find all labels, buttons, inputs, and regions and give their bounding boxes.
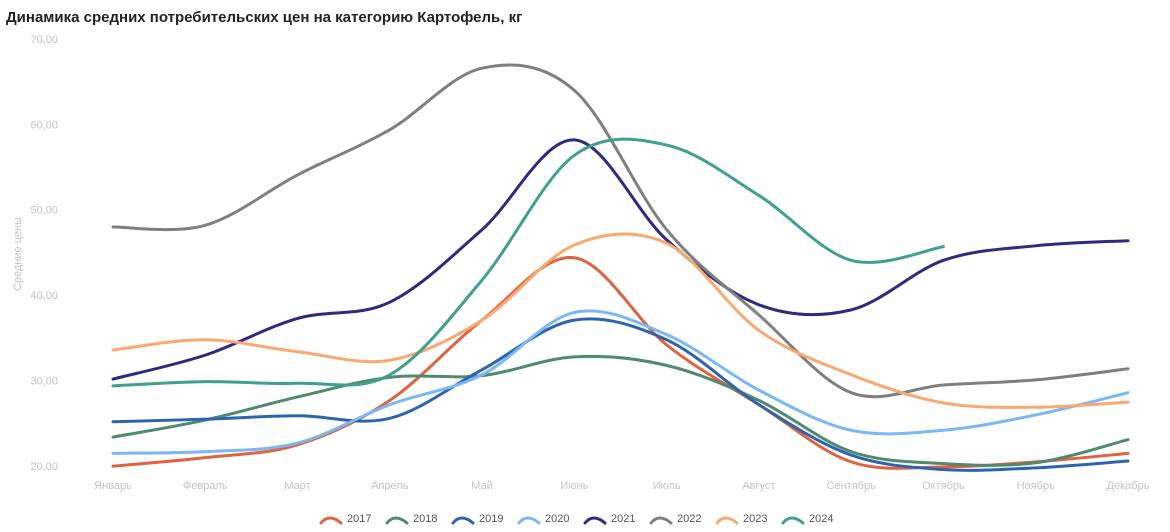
series-line — [111, 138, 1130, 381]
chart-title: Динамика средних потребительских цен на … — [6, 9, 522, 26]
legend-swatch — [517, 516, 541, 525]
legend-swatch — [319, 516, 343, 525]
y-tick-label: 50,00 — [30, 205, 58, 217]
legend-label: 2017 — [347, 513, 371, 525]
legend-label: 2024 — [809, 513, 833, 525]
x-tick-label: Июнь — [560, 480, 588, 492]
y-tick-label: 30,00 — [30, 376, 58, 388]
legend-label: 2019 — [479, 513, 503, 525]
legend-label: 2023 — [743, 513, 767, 525]
legend-label: 2018 — [413, 513, 437, 525]
legend-swatch — [583, 516, 607, 525]
legend-label: 2020 — [545, 513, 569, 525]
x-tick-label: Июль — [653, 480, 681, 492]
x-tick-label: Апрель — [371, 480, 409, 492]
x-tick-label: Март — [284, 480, 310, 492]
y-axis-title: Средние цены — [12, 217, 24, 291]
x-tick-label: Октябрь — [922, 480, 965, 492]
y-tick-label: 70,00 — [30, 34, 58, 46]
x-tick-label: Декабрь — [1107, 480, 1150, 492]
x-tick-label: Ноябрь — [1017, 480, 1055, 492]
x-tick-label: Август — [742, 480, 775, 492]
series-line — [111, 137, 945, 388]
x-tick-label: Январь — [94, 480, 132, 492]
legend-label: 2021 — [611, 513, 635, 525]
legend-swatch — [781, 516, 805, 525]
series-line — [111, 256, 1130, 470]
x-tick-label: Февраль — [183, 480, 228, 492]
legend-swatch — [385, 516, 409, 525]
legend-swatch — [649, 516, 673, 525]
series-line — [111, 309, 1130, 455]
x-tick-label: Май — [471, 480, 493, 492]
y-tick-label: 60,00 — [30, 119, 58, 131]
legend-swatch — [451, 516, 475, 525]
legend-swatch — [715, 516, 739, 525]
legend-label: 2022 — [677, 513, 701, 525]
y-tick-label: 20,00 — [30, 461, 58, 473]
series-line — [111, 317, 1130, 472]
series-line — [111, 232, 1130, 409]
series-line — [111, 63, 1130, 399]
y-tick-label: 40,00 — [30, 290, 58, 302]
series-line — [111, 354, 1130, 467]
x-tick-label: Сентябрь — [827, 480, 877, 492]
